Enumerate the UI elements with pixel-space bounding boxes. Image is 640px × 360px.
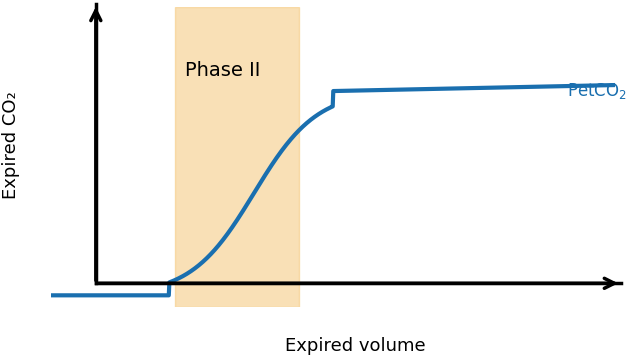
- Text: Phase II: Phase II: [185, 61, 260, 80]
- Text: Expired CO₂: Expired CO₂: [2, 91, 20, 199]
- Bar: [175, 7, 299, 307]
- Text: Expired volume: Expired volume: [285, 337, 426, 355]
- Text: PetCO$_2$: PetCO$_2$: [567, 81, 627, 101]
